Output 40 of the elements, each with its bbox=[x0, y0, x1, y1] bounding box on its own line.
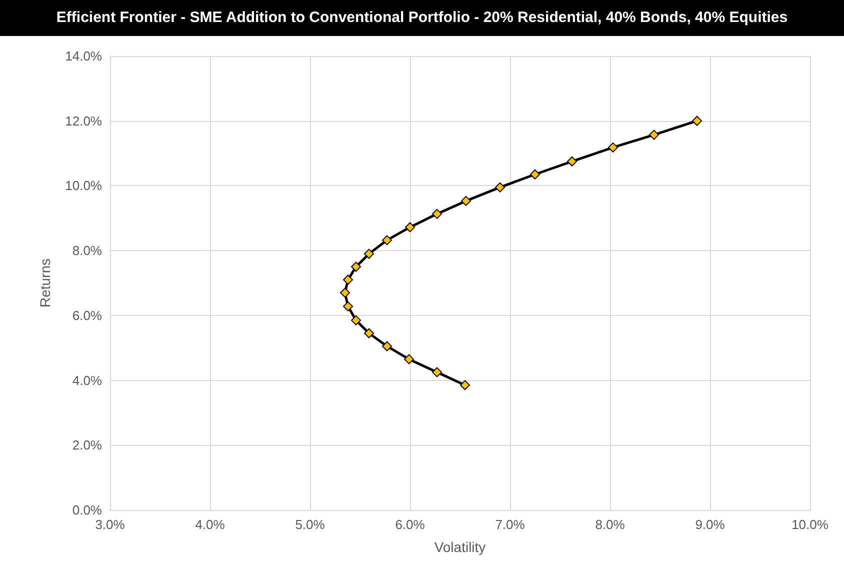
y-axis-title: Returns bbox=[37, 258, 53, 308]
chart-title: Efficient Frontier - SME Addition to Conventional Portfolio - 20% Residential, 40% Bonds, 40% Equities bbox=[0, 0, 844, 36]
y-tick-label: 10.0% bbox=[65, 178, 102, 194]
point bbox=[343, 301, 353, 312]
x-tick-label: 4.0% bbox=[195, 517, 226, 532]
y-tick-label: 14.0% bbox=[65, 48, 102, 64]
point bbox=[405, 222, 415, 232]
point bbox=[364, 328, 374, 338]
point bbox=[343, 274, 353, 285]
point bbox=[351, 262, 361, 272]
x-tick-label: 6.0% bbox=[395, 517, 426, 532]
point bbox=[432, 367, 442, 378]
point bbox=[340, 288, 350, 298]
x-tick-label: 7.0% bbox=[495, 517, 526, 532]
point bbox=[567, 156, 577, 166]
y-tick-label: 6.0% bbox=[72, 308, 102, 323]
x-tick-label: 8.0% bbox=[595, 517, 626, 532]
point bbox=[495, 182, 505, 192]
point bbox=[364, 248, 374, 259]
point bbox=[692, 116, 702, 126]
y-tick-label: 12.0% bbox=[65, 113, 102, 128]
y-tick-label: 8.0% bbox=[72, 243, 102, 258]
y-tick-label: 2.0% bbox=[72, 438, 102, 453]
y-tick-label: 0.0% bbox=[72, 502, 102, 518]
point bbox=[530, 169, 540, 180]
point bbox=[649, 130, 659, 140]
point bbox=[461, 196, 471, 206]
x-tick-label: 5.0% bbox=[295, 517, 326, 532]
point bbox=[432, 208, 442, 219]
y-tick-label: 4.0% bbox=[72, 372, 102, 388]
point bbox=[460, 380, 470, 390]
x-tick-label: 3.0% bbox=[95, 517, 126, 532]
x-tick-label: 9.0% bbox=[695, 517, 726, 532]
point bbox=[382, 235, 392, 246]
point bbox=[404, 354, 414, 364]
point bbox=[608, 142, 618, 152]
point bbox=[351, 315, 361, 326]
point bbox=[382, 341, 392, 352]
x-axis-title: Volatility bbox=[434, 539, 486, 555]
x-tick-label: 10.0% bbox=[792, 517, 829, 532]
